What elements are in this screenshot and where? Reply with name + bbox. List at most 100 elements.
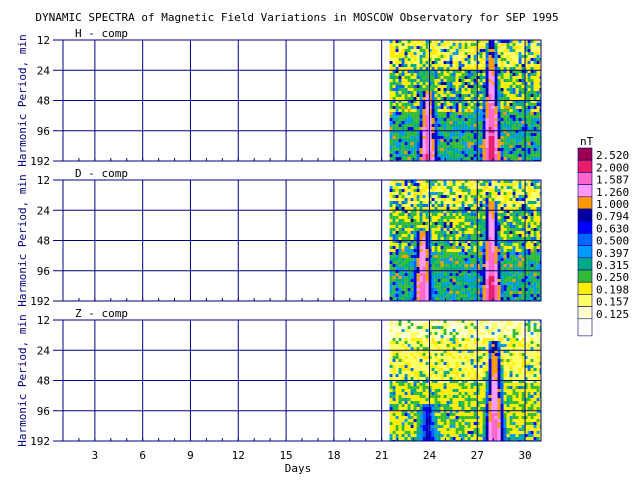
heatmap-cell xyxy=(515,55,519,58)
heatmap-cell xyxy=(428,79,432,82)
heatmap-cell xyxy=(494,231,498,234)
heatmap-cell xyxy=(458,76,462,79)
heatmap-cell xyxy=(410,46,414,49)
heatmap-cell xyxy=(500,121,504,124)
heatmap-cell xyxy=(488,148,492,151)
heatmap-cell xyxy=(488,76,492,79)
heatmap-cell xyxy=(458,46,462,49)
heatmap-cell xyxy=(473,145,477,148)
heatmap-cell xyxy=(494,61,498,64)
heatmap-cell xyxy=(518,43,522,46)
heatmap-cell xyxy=(524,97,528,100)
heatmap-cell xyxy=(458,213,462,216)
heatmap-cell xyxy=(407,279,411,282)
heatmap-cell xyxy=(398,64,402,67)
heatmap-cell xyxy=(503,55,507,58)
heatmap-cell xyxy=(416,216,420,219)
heatmap-cell xyxy=(515,100,519,103)
heatmap-cell xyxy=(473,79,477,82)
heatmap-cell xyxy=(389,124,393,127)
heatmap-cell xyxy=(494,85,498,88)
heatmap-cell xyxy=(449,213,453,216)
heatmap-cell xyxy=(476,64,480,67)
heatmap-cell xyxy=(398,353,402,356)
heatmap-cell xyxy=(398,261,402,264)
heatmap-cell xyxy=(500,291,504,294)
heatmap-cell xyxy=(443,267,447,270)
heatmap-cell xyxy=(446,255,450,258)
heatmap-cell xyxy=(407,118,411,121)
heatmap-cell xyxy=(401,49,405,52)
heatmap-cell xyxy=(392,401,396,404)
heatmap-cell xyxy=(494,204,498,207)
heatmap-cell xyxy=(500,255,504,258)
heatmap-cell xyxy=(536,94,540,97)
heatmap-cell xyxy=(524,121,528,124)
heatmap-cell xyxy=(404,356,408,359)
heatmap-cell xyxy=(473,106,477,109)
heatmap-cell xyxy=(422,416,426,419)
panel-label: D - comp xyxy=(75,167,128,180)
heatmap-cell xyxy=(515,258,519,261)
heatmap-cell xyxy=(431,413,435,416)
heatmap-cell xyxy=(461,97,465,100)
heatmap-cell xyxy=(500,240,504,243)
heatmap-cell xyxy=(539,258,541,261)
heatmap-cell xyxy=(443,100,447,103)
heatmap-cell xyxy=(485,46,489,49)
heatmap-cell xyxy=(524,58,528,61)
heatmap-cell xyxy=(422,425,426,428)
heatmap-cell xyxy=(398,67,402,70)
heatmap-cell xyxy=(467,198,471,201)
heatmap-cell xyxy=(479,70,483,73)
heatmap-cell xyxy=(413,237,417,240)
heatmap-cell xyxy=(491,133,495,136)
heatmap-cell xyxy=(497,228,501,231)
heatmap-cell xyxy=(410,371,414,374)
heatmap-cell xyxy=(431,210,435,213)
heatmap-cell xyxy=(455,118,459,121)
heatmap-cell xyxy=(524,183,528,186)
heatmap-cell xyxy=(536,228,540,231)
heatmap-cell xyxy=(407,100,411,103)
heatmap-cell xyxy=(482,204,486,207)
heatmap-cell xyxy=(398,276,402,279)
heatmap-cell xyxy=(473,198,477,201)
heatmap-cell xyxy=(440,154,444,157)
heatmap-cell xyxy=(422,145,426,148)
heatmap-cell xyxy=(440,43,444,46)
heatmap-cell xyxy=(458,121,462,124)
heatmap-cell xyxy=(512,157,516,160)
heatmap-cell xyxy=(482,118,486,121)
heatmap-cell xyxy=(401,371,405,374)
heatmap-1 xyxy=(389,180,541,301)
heatmap-cell xyxy=(410,386,414,389)
heatmap-cell xyxy=(488,207,492,210)
heatmap-cell xyxy=(392,365,396,368)
heatmap-cell xyxy=(437,207,441,210)
heatmap-cell xyxy=(389,377,393,380)
heatmap-cell xyxy=(515,246,519,249)
heatmap-cell xyxy=(527,127,531,130)
heatmap-cell xyxy=(431,243,435,246)
heatmap-cell xyxy=(452,157,456,160)
heatmap-cell xyxy=(434,386,438,389)
heatmap-cell xyxy=(455,240,459,243)
heatmap-cell xyxy=(434,121,438,124)
heatmap-cell xyxy=(404,407,408,410)
heatmap-cell xyxy=(401,228,405,231)
heatmap-cell xyxy=(401,151,405,154)
heatmap-cell xyxy=(512,73,516,76)
heatmap-cell xyxy=(500,186,504,189)
heatmap-cell xyxy=(479,130,483,133)
heatmap-cell xyxy=(395,404,399,407)
heatmap-cell xyxy=(428,374,432,377)
heatmap-cell xyxy=(473,294,477,297)
heatmap-cell xyxy=(401,365,405,368)
heatmap-cell xyxy=(539,201,541,204)
heatmap-cell xyxy=(494,67,498,70)
heatmap-cell xyxy=(446,67,450,70)
heatmap-cell xyxy=(413,359,417,362)
heatmap-cell xyxy=(524,180,528,183)
heatmap-cell xyxy=(416,52,420,55)
